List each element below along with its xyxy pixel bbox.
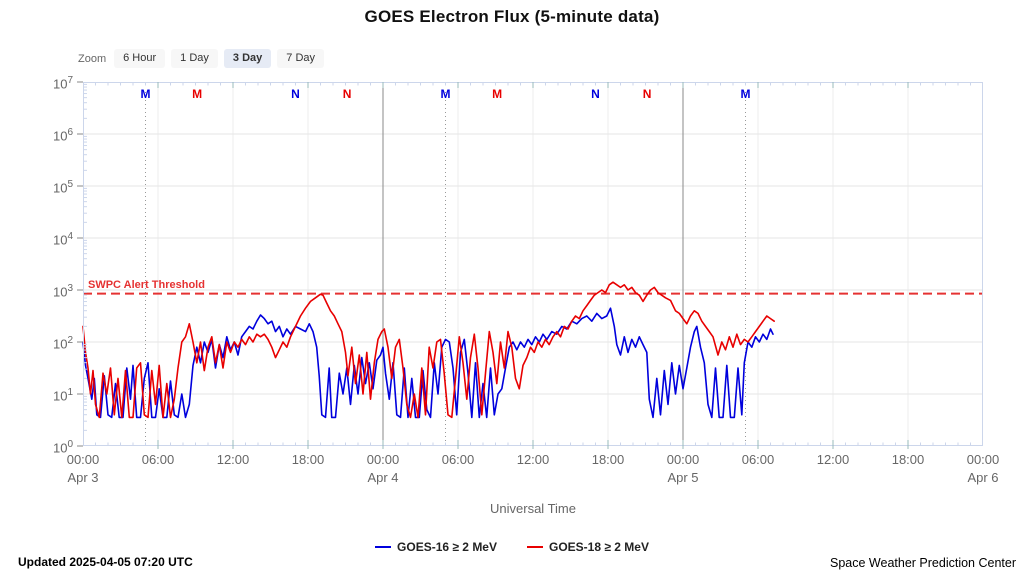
x-tick-time: 18:00 — [891, 452, 925, 467]
x-tick-time: 12:00 — [516, 452, 550, 467]
zoom-label: Zoom — [78, 52, 107, 65]
source-credit: Space Weather Prediction Center — [830, 556, 1016, 570]
x-tick-time: 18:00 — [291, 452, 325, 467]
y-tick-label: 105 — [52, 179, 73, 196]
legend-item-goes18[interactable]: GOES-18 ≥ 2 MeV — [527, 540, 649, 554]
x-tick-day: Apr 3 — [67, 470, 99, 485]
zoom-button-6-hour[interactable]: 6 Hour — [114, 49, 166, 68]
legend: GOES-16 ≥ 2 MeV GOES-18 ≥ 2 MeV — [0, 540, 1024, 554]
x-tick-day: Apr 5 — [667, 470, 699, 485]
x-tick-time: 18:00 — [591, 452, 625, 467]
y-tick-label: 104 — [52, 231, 73, 248]
x-tick-time: 00:00 — [66, 452, 100, 467]
range-buttons: 6 Hour 1 Day 3 Day 7 Day — [114, 49, 325, 68]
zoom-button-1-day[interactable]: 1 Day — [171, 49, 218, 68]
satellite-marker-M: M — [441, 87, 451, 101]
legend-swatch — [375, 546, 392, 548]
satellite-marker-M: M — [192, 87, 202, 101]
y-tick-label: 106 — [52, 127, 73, 144]
x-tick-time: 06:00 — [741, 452, 775, 467]
x-axis-title: Universal Time — [490, 501, 576, 516]
satellite-marker-N: N — [343, 87, 352, 101]
satellite-marker-M: M — [741, 87, 751, 101]
y-tick-label: 103 — [52, 283, 73, 300]
range-selector: Zoom 6 Hour 1 Day 3 Day 7 Day — [78, 49, 325, 68]
updated-timestamp: Updated 2025-04-05 07:20 UTC — [18, 555, 193, 569]
y-tick-label: 101 — [52, 387, 73, 404]
x-tick-time: 12:00 — [816, 452, 850, 467]
x-tick-time: 06:00 — [141, 452, 175, 467]
page-title: GOES Electron Flux (5-minute data) — [364, 7, 660, 26]
x-tick-time: 00:00 — [366, 452, 400, 467]
legend-item-goes16[interactable]: GOES-16 ≥ 2 MeV — [375, 540, 497, 554]
satellite-marker-N: N — [591, 87, 600, 101]
x-tick-time: 00:00 — [966, 452, 1000, 467]
threshold-label: SWPC Alert Threshold — [88, 278, 205, 291]
x-tick-time: 12:00 — [216, 452, 250, 467]
satellite-marker-M: M — [141, 87, 151, 101]
legend-label: GOES-18 ≥ 2 MeV — [549, 540, 649, 554]
satellite-marker-M: M — [492, 87, 502, 101]
satellite-marker-N: N — [291, 87, 300, 101]
zoom-button-7-day[interactable]: 7 Day — [277, 49, 325, 68]
x-tick-day: Apr 4 — [367, 470, 399, 485]
y-tick-label: 100 — [52, 439, 73, 456]
y-tick-label: 102 — [52, 335, 73, 352]
x-tick-day: Apr 6 — [967, 470, 999, 485]
zoom-button-3-day[interactable]: 3 Day — [223, 49, 272, 68]
series-line-goes16 — [82, 307, 774, 419]
series-line-goes18 — [82, 281, 775, 419]
y-tick-label: 107 — [52, 75, 73, 92]
legend-swatch — [527, 546, 543, 548]
legend-label: GOES-16 ≥ 2 MeV — [397, 540, 497, 554]
satellite-marker-N: N — [643, 87, 652, 101]
x-tick-time: 00:00 — [666, 452, 700, 467]
plot-area[interactable]: M M N N M M N N M SWPC Alert Threshold — [77, 81, 983, 449]
x-tick-time: 06:00 — [441, 452, 475, 467]
